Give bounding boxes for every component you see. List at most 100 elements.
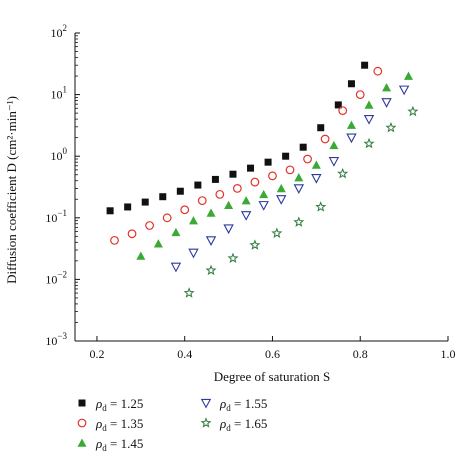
data-point [294,173,304,182]
data-point [363,114,375,125]
data-point [227,252,239,263]
data-point [110,235,119,245]
legend-item: ρd = 1.35 [77,416,143,433]
data-point [311,160,321,169]
data-point [205,236,217,246]
data-point [136,251,146,260]
x-tick-label: 1.0 [441,347,456,361]
x-tick-label: 0.8 [353,347,368,361]
y-tick-label: 10−2 [45,269,67,286]
data-point [194,181,202,189]
data-point [176,187,184,195]
data-point [211,175,219,183]
legend-item: ρd = 1.25 [78,396,143,413]
data-point [311,174,322,184]
data-point [197,196,207,206]
data-point [180,205,190,215]
data-point [271,227,283,238]
data-point [329,140,339,150]
legend-marker [77,438,87,447]
data-point [347,80,355,88]
data-point [229,170,237,178]
data-point [188,248,199,259]
data-point [206,208,216,217]
data-point [361,61,369,69]
y-tick-label: 102 [51,23,68,40]
axes: 0.2 0.4 0.6 0.8 1.0 10−3 10−2 10−1 100 101 102 [45,23,455,361]
data-point [141,198,149,206]
data-point [171,227,181,237]
legend-label: ρd = 1.55 [219,396,267,413]
legend-marker [78,399,86,407]
series-5 [183,105,419,298]
data-point [317,124,325,132]
series-1 [106,61,369,215]
legend-marker [77,418,87,428]
data-point [381,98,392,108]
data-point [398,85,410,96]
data-point [205,264,217,276]
y-tick-label: 10−1 [45,208,67,225]
data-point [282,152,290,160]
data-point [293,216,305,227]
data-markers [106,61,419,298]
data-point [276,195,287,205]
data-point [346,133,357,144]
data-point [320,134,330,144]
data-point [124,203,132,211]
legend-marker [200,417,212,428]
data-point [315,201,327,212]
data-point [106,207,114,215]
legend-label: ρd = 1.25 [95,396,143,413]
x-tick-label: 0.6 [265,347,280,361]
data-point [127,229,137,239]
data-point [188,216,198,225]
data-point [334,101,342,109]
data-point [407,105,419,117]
legend-label: ρd = 1.45 [95,436,143,453]
legend-label: ρd = 1.35 [95,416,143,433]
legend-item: ρd = 1.45 [77,436,143,453]
data-point [153,239,163,248]
data-point [364,100,374,109]
x-tick-label: 0.4 [177,347,192,361]
data-point [303,154,312,164]
data-point [264,158,272,166]
data-point [382,83,392,92]
data-point [363,137,375,149]
y-axis-label: Diffusion coefficient D (cm²·min⁻¹) [4,96,19,284]
data-point [159,193,167,201]
legend-marker [200,398,212,409]
data-point [258,201,269,211]
data-point [385,121,397,133]
data-point [247,164,255,172]
data-point [285,165,295,175]
legend: ρd = 1.25 ρd = 1.35 ρd = 1.45 ρd = 1.55 ρd =… [77,396,267,453]
x-axis-label: Degree of saturation S [214,369,331,384]
data-point [250,177,260,187]
data-point [249,239,261,250]
legend-item: ρd = 1.55 [200,396,267,413]
data-point [240,211,252,221]
data-point [355,90,365,99]
y-tick-label: 100 [51,146,68,163]
data-point [215,189,225,199]
data-point [299,143,307,151]
series-2 [110,66,383,245]
data-point [268,171,277,181]
data-point [170,262,182,273]
data-point [145,221,155,230]
series-3 [136,71,414,260]
y-tick-label: 10−3 [45,331,67,348]
data-point [404,71,414,80]
data-point [346,120,356,129]
data-point [276,183,286,193]
data-point [224,200,234,210]
data-point [162,213,172,223]
data-point [232,184,242,193]
data-point [259,189,269,199]
data-point [223,224,234,235]
data-point [183,287,195,298]
y-tick-label: 101 [51,85,68,102]
